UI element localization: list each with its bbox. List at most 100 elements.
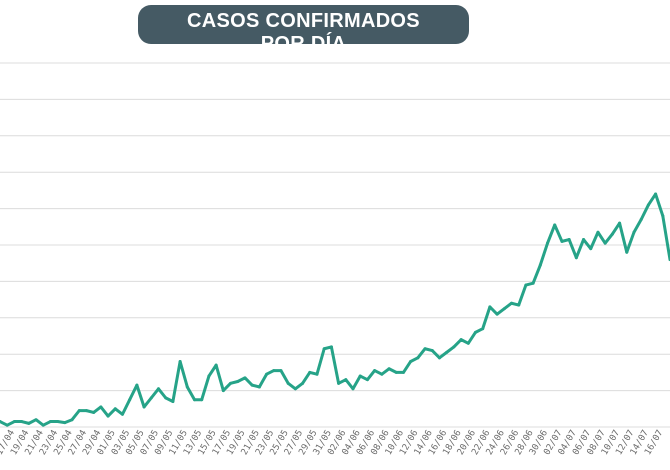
data-point [646,203,650,207]
data-point [286,381,290,385]
data-point [574,256,578,260]
data-point [193,398,197,402]
series-line [0,192,670,427]
data-point [401,370,405,374]
data-point [0,420,2,424]
data-point [128,398,132,402]
data-point [171,400,175,404]
data-point [481,327,485,331]
data-point [84,409,88,413]
data-point [632,230,636,234]
chart-title-line1: CASOS CONFIRMADOS [187,10,420,32]
data-point [92,410,96,414]
data-point [250,383,254,387]
data-point [27,421,31,425]
data-point [610,232,614,236]
data-point [459,338,463,342]
data-point [329,345,333,349]
data-point [409,359,413,363]
data-point [5,423,9,427]
data-point [654,192,658,196]
data-point [351,387,355,391]
data-point [488,305,492,309]
data-point [365,378,369,382]
gridlines [0,62,670,428]
data-point [546,241,550,245]
data-point [430,349,434,353]
data-point [596,230,600,234]
data-point [34,418,38,422]
data-point [582,238,586,242]
data-point [221,389,225,393]
data-point [344,378,348,382]
data-point [473,330,477,334]
data-point [164,396,168,400]
data-point [12,420,16,424]
data-point [553,223,557,227]
data-point [531,281,535,285]
data-point [272,369,276,373]
data-point [589,247,593,251]
data-point [315,372,319,376]
data-point [265,372,269,376]
data-point [214,363,218,367]
chart-title-line2: POR DÍA [260,33,347,44]
data-point [207,374,211,378]
data-point [337,381,341,385]
data-point [56,420,60,424]
data-point [394,370,398,374]
data-point [257,385,261,389]
data-point [517,303,521,307]
data-point [524,283,528,287]
data-point [373,369,377,373]
chart-title-pill: CASOS CONFIRMADOS POR DÍA [138,5,469,44]
data-point [20,420,24,424]
data-point [279,369,283,373]
data-point [618,221,622,225]
data-point [510,301,514,305]
data-point [560,239,564,243]
data-point [229,381,233,385]
data-point [661,214,665,218]
data-point [48,420,52,424]
data-point [322,347,326,351]
data-point [293,387,297,391]
data-point [236,380,240,383]
data-point [185,385,189,389]
data-point [387,367,391,371]
data-point [135,383,139,387]
data-point [149,396,153,400]
data-point [113,407,117,411]
series-line-layer [0,192,670,427]
data-point [452,345,456,349]
data-point [120,412,124,416]
data-point [502,307,506,311]
data-point [639,218,643,222]
data-point [77,409,81,413]
data-point [63,421,67,425]
data-point [156,387,160,391]
data-point [178,359,182,363]
data-point [437,356,441,360]
data-point [106,414,110,418]
data-point [538,263,542,267]
data-point [142,405,146,409]
data-point [603,241,607,245]
data-point [243,376,247,380]
data-point [416,356,420,360]
data-point [358,374,362,378]
x-axis-tick-labels: 15/0417/0419/0421/0423/0425/0427/0429/04… [0,428,665,456]
data-point [625,250,629,254]
data-point [301,381,305,385]
data-point [423,347,427,351]
data-point [567,238,571,242]
data-point [380,372,384,376]
data-point [466,341,470,345]
data-point [495,312,499,316]
data-point [70,418,74,422]
data-point [200,398,204,402]
data-point [41,423,45,427]
data-point [308,370,312,374]
data-point [99,405,103,409]
